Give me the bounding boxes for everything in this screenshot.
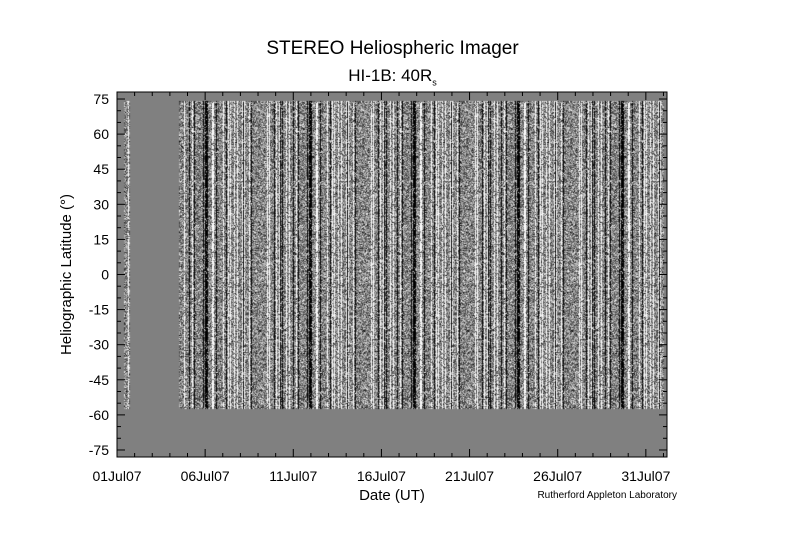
- x-tick-label: 26Jul07: [533, 468, 582, 484]
- subtitle-subscript: s: [432, 77, 437, 88]
- latitude-time-map: [117, 92, 667, 457]
- credit-text: Rutherford Appleton Laboratory: [537, 490, 677, 501]
- chart-title: STEREO Heliospheric Imager: [266, 38, 519, 59]
- y-tick-label: 30: [93, 196, 109, 212]
- y-tick-label: -60: [89, 407, 109, 423]
- x-tick-label: 01Jul07: [92, 468, 141, 484]
- y-tick-label: -75: [89, 442, 109, 458]
- y-tick-label: 60: [93, 126, 109, 142]
- y-tick-label: -30: [89, 337, 109, 353]
- x-tick-label: 11Jul07: [269, 468, 317, 484]
- x-axis-title: Date (UT): [359, 487, 425, 504]
- plot-area: [117, 92, 667, 457]
- x-tick-label: 31Jul07: [621, 468, 670, 484]
- y-tick-label: 0: [101, 267, 109, 283]
- y-tick-label: 75: [93, 91, 109, 107]
- subtitle-main: HI-1B: 40R: [348, 66, 433, 85]
- y-axis-title: Heliographic Latitude (°): [58, 194, 75, 355]
- axes: 75 60 45 30 15 0 -15 -30 -45 -60 -75 01Jul07 06Jul07…: [89, 91, 671, 484]
- x-tick-label: 16Jul07: [357, 468, 406, 484]
- y-tick-label: 15: [93, 231, 109, 247]
- y-tick-label: -45: [89, 372, 109, 388]
- y-tick-label: 45: [93, 161, 109, 177]
- x-tick-label: 06Jul07: [181, 468, 230, 484]
- x-tick-label: 21Jul07: [445, 468, 494, 484]
- y-tick-label: -15: [89, 302, 109, 318]
- chart-subtitle: HI-1B: 40Rs: [0, 66, 785, 87]
